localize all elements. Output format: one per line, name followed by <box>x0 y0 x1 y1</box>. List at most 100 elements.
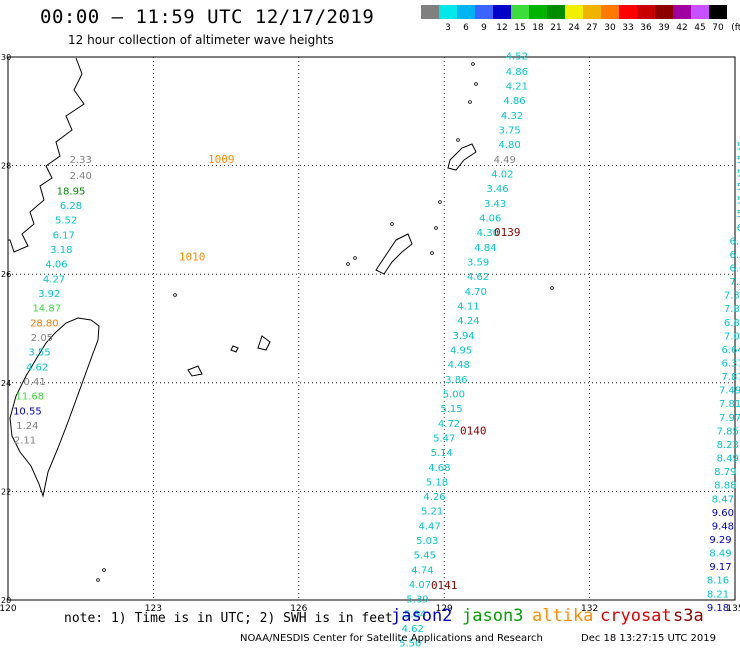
longitude-tick-label: 126 <box>290 604 307 614</box>
islet <box>434 226 438 230</box>
scale-label: 12 <box>496 23 508 33</box>
satellite-legend-entry: altika <box>532 606 594 626</box>
wave-height-reading: 5.15 <box>440 404 462 415</box>
wave-height-reading: 5.14 <box>431 448 453 459</box>
wave-height-reading: 3.18 <box>50 245 72 256</box>
scale-swatch <box>529 5 547 19</box>
wave-height-reading: 8.47 <box>712 494 734 505</box>
longitude-tick-label: 132 <box>581 604 598 614</box>
scale-label: 33 <box>622 23 634 33</box>
satellite-legend-entry: jason2 <box>391 606 453 626</box>
wave-height-reading: 6.3 <box>729 236 740 247</box>
islet <box>102 568 106 572</box>
wave-height-reading: 14.87 <box>32 304 61 315</box>
wave-height-reading: 3.94 <box>452 331 474 342</box>
wave-height-reading: 5.50 <box>399 639 421 650</box>
scale-swatch <box>547 5 565 19</box>
wave-height-reading: 4.68 <box>428 463 450 474</box>
islet <box>474 82 478 86</box>
credit-line: NOAA/NESDIS Center for Satellite Applica… <box>240 633 543 644</box>
wave-height-reading: 7.87 <box>721 372 740 383</box>
wave-height-reading: 7.85 <box>717 426 739 437</box>
wave-height-reading: 3.46 <box>486 184 508 195</box>
wave-height-reading: 5 <box>737 209 740 220</box>
wave-height-reading: 2.40 <box>70 171 92 182</box>
wave-height-reading: 4.72 <box>438 419 460 430</box>
amami-coastline <box>447 143 477 171</box>
wave-height-reading: 3.55 <box>28 348 50 359</box>
wave-height-reading: 7.09 <box>724 331 740 342</box>
scale-swatch <box>619 5 637 19</box>
latitude-tick-label: 28 <box>1 162 11 171</box>
miyako-coastline <box>187 365 203 377</box>
islet <box>468 100 472 104</box>
pass-time-label: 0141 <box>431 579 458 592</box>
wave-height-reading: 5 <box>737 182 740 193</box>
wave-height-reading: 4.30 <box>477 228 499 239</box>
wave-height-reading: 6 <box>737 223 740 234</box>
wave-height-reading: 5 <box>737 155 740 166</box>
longitude-tick-label: 120 <box>0 604 17 614</box>
wave-height-reading: 7.2 <box>729 277 740 288</box>
wave-height-reading: 2.11 <box>14 436 36 447</box>
wave-height-reading: 9.48 <box>712 521 734 532</box>
scale-label: 15 <box>514 23 526 33</box>
scale-label: 45 <box>694 23 706 33</box>
wave-height-reading: 4.06 <box>45 260 67 271</box>
wave-height-reading: 4.52 <box>506 52 528 63</box>
scale-swatch <box>601 5 619 19</box>
islet <box>96 578 100 582</box>
china-coastline <box>8 57 85 253</box>
okinawa-coastline <box>375 233 413 275</box>
map-frame <box>7 56 736 601</box>
wave-height-reading: 4.80 <box>498 140 520 151</box>
page-subtitle: 12 hour collection of altimeter wave hei… <box>68 33 334 47</box>
wave-height-reading: 8.49 <box>709 549 731 560</box>
wave-height-reading: 4.47 <box>419 521 441 532</box>
wave-height-reading: 4.26 <box>423 492 445 503</box>
wave-height-reading: 8.49 <box>717 454 739 465</box>
wave-height-reading: 18.95 <box>57 186 86 197</box>
pass-time-label: 1010 <box>179 251 206 264</box>
scale-swatch <box>637 5 655 19</box>
islet <box>353 256 357 260</box>
scale-swatch <box>511 5 529 19</box>
scale-label: 42 <box>676 23 688 33</box>
wave-height-reading: 5.84 <box>404 609 426 620</box>
wave-height-reading: 4.27 <box>43 274 65 285</box>
wave-height-reading: 4.02 <box>491 170 513 181</box>
scale-swatch <box>439 5 457 19</box>
scale-label: 70 <box>712 23 724 33</box>
wave-height-reading: 11.68 <box>15 392 44 403</box>
wave-height-reading: 4.86 <box>506 67 528 78</box>
wave-height-reading: 3.92 <box>38 289 60 300</box>
wave-height-reading: 3.43 <box>484 199 506 210</box>
scale-label: 30 <box>604 23 616 33</box>
pass-time-label: 0139 <box>494 226 521 239</box>
wave-height-reading: 4.32 <box>501 111 523 122</box>
wave-height-reading: 5 <box>737 168 740 179</box>
latitude-tick-label: 24 <box>1 379 11 388</box>
wave-height-reading: 5.03 <box>416 536 438 547</box>
scale-swatch <box>673 5 691 19</box>
scale-swatch <box>709 5 727 19</box>
wave-height-reading: 4.06 <box>479 214 501 225</box>
latitude-tick-label: 20 <box>1 596 11 605</box>
scale-label: 21 <box>550 23 562 33</box>
wave-height-reading: 5 <box>737 141 740 152</box>
wave-height-reading: 6.89 <box>724 318 740 329</box>
islet <box>456 138 460 142</box>
wave-height-reading: 5.00 <box>443 389 465 400</box>
scale-swatch <box>565 5 583 19</box>
wave-height-reading: 0.41 <box>24 377 46 388</box>
islet <box>438 200 442 204</box>
scale-swatch <box>475 5 493 19</box>
wave-height-reading: 6.3 <box>729 250 740 261</box>
wave-height-reading: 9.18 <box>707 603 729 614</box>
scale-swatch <box>493 5 511 19</box>
latitude-tick-label: 22 <box>1 487 11 496</box>
wave-height-reading: 4.62 <box>26 362 48 373</box>
scale-label: 24 <box>568 23 580 33</box>
latitude-tick-label: 30 <box>1 53 11 62</box>
